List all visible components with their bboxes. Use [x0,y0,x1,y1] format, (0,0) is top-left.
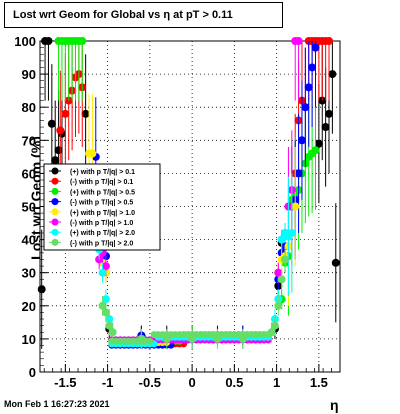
data-point [314,139,323,148]
y-tick-label: 20 [22,299,36,314]
legend-marker [51,218,59,226]
data-point [294,169,303,178]
data-point [54,146,63,155]
data-point [297,136,306,145]
legend-entry: (+) with p T/|q| > 0.1 [70,169,135,176]
x-tick-label: -1.5 [54,375,76,390]
legend-marker [51,238,59,246]
legend-entry: (-) with p T/|q| > 1.0 [70,220,133,227]
data-point [101,308,110,317]
data-point [56,126,65,135]
legend-marker [51,167,59,175]
y-tick-label: 90 [22,67,36,82]
data-point [105,321,114,330]
y-tick-label: 40 [22,233,36,248]
legend-entry: (-) with p T/|q| > 0.1 [70,179,133,186]
data-point [294,37,303,45]
data-point [81,109,90,118]
data-point [101,295,110,304]
data-point [287,228,296,237]
x-tick-label: -0.5 [139,375,161,390]
x-tick-label: 0.5 [225,375,243,390]
chart-title: Lost wrt Geom for Global vs η at pT > 0.… [13,9,233,21]
data-point [274,301,283,310]
series-7 [98,249,290,349]
x-tick-label: 1 [273,375,280,390]
y-tick-label: 70 [22,133,36,148]
y-tick-label: 60 [22,166,36,181]
data-point [328,70,337,79]
legend-marker [51,187,59,195]
data-point [311,146,320,155]
data-point [270,321,279,330]
data-point [321,123,330,132]
data-point [264,331,272,339]
y-tick-label: 0 [29,365,36,380]
data-point [291,202,300,211]
y-tick-label: 50 [22,200,36,215]
data-point [98,301,107,310]
legend-marker [51,228,59,236]
data-point [47,119,56,128]
data-point [277,275,286,284]
legend-entry: (+) with p T/|q| > 0.5 [70,189,135,196]
data-point [274,268,283,277]
y-tick-label: 10 [22,332,36,347]
data-point [98,268,107,277]
x-tick-label: -1 [102,375,114,390]
x-axis-label: η [330,397,339,413]
y-tick-label: 30 [22,266,36,281]
data-point [78,37,87,45]
data-point [61,109,70,118]
legend-entry: (-) with p T/|q| > 0.5 [70,200,133,207]
legend-marker [51,208,59,216]
data-point [277,235,286,244]
data-point [51,156,60,165]
data-point [101,262,110,271]
data-point [311,43,320,52]
timestamp: Mon Feb 1 16:27:23 2021 [4,399,110,409]
legend-box [43,163,161,251]
legend-marker [51,198,59,206]
data-point [304,83,313,92]
x-tick-label: 1.5 [310,375,328,390]
data-point [281,255,290,264]
data-point [308,63,317,72]
data-point [325,37,334,45]
data-point [331,258,340,267]
x-tick-label: 0 [188,375,195,390]
data-point [88,149,97,158]
data-point [44,37,53,45]
legend-marker [51,177,59,185]
data-point [146,337,154,345]
data-point [325,109,334,118]
legend-entry: (+) with p T/|q| > 2.0 [70,230,135,237]
data-point [37,285,46,294]
data-point [108,328,117,337]
legend-entry: (-) with p T/|q| > 2.0 [70,240,133,247]
title-box: Lost wrt Geom for Global vs η at pT > 0.… [4,2,283,28]
data-point [301,103,310,112]
legend-entry: (+) with p T/|q| > 1.0 [70,210,135,217]
y-tick-label: 80 [22,100,36,115]
y-tick-label: 100 [14,34,36,49]
